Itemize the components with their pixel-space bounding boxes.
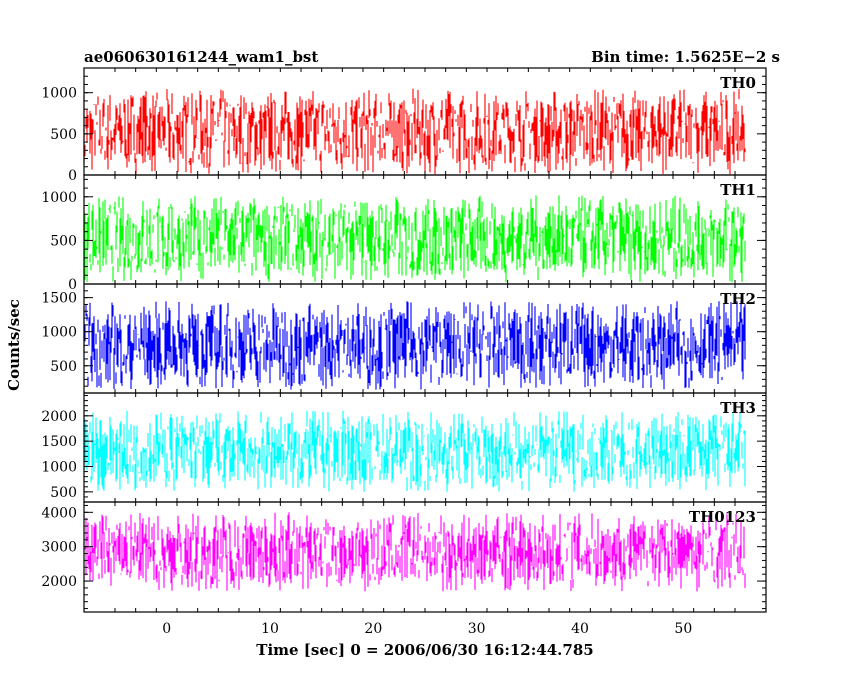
y-tick-label: 4000 <box>41 505 77 521</box>
chart-title-right: Bin time: 1.5625E−2 s <box>591 48 780 66</box>
panel-label: TH0 <box>720 74 756 92</box>
y-tick-label: 3000 <box>41 540 77 556</box>
panel-th0123: 2000 3000 4000 TH0123 <box>41 501 767 613</box>
y-tick-label: 1000 <box>41 460 77 476</box>
y-tick-label: 500 <box>50 233 77 249</box>
series-th2 <box>83 301 746 390</box>
y-tick-label: 0 <box>68 277 77 293</box>
panel-th3: 500 1000 1500 2000 TH3 <box>41 392 767 503</box>
x-tick-labels: 0 10 20 30 40 50 <box>162 621 692 637</box>
y-tick-label: 2000 <box>41 574 77 590</box>
y-tick-label: 1000 <box>41 86 77 102</box>
panel-label: TH3 <box>720 399 756 417</box>
y-tick-label: 2000 <box>41 409 77 425</box>
panel-th1: 0 500 1000 TH1 <box>41 174 767 293</box>
series-th0123 <box>83 512 746 592</box>
x-tick-label: 40 <box>571 621 589 637</box>
y-tick-label: 500 <box>50 485 77 501</box>
x-axis-label: Time [sec] 0 = 2006/06/30 16:12:44.785 <box>256 641 593 659</box>
chart-title-left: ae060630161244_wam1_bst <box>84 48 318 66</box>
x-tick-label: 30 <box>468 621 486 637</box>
series-th3 <box>83 410 746 492</box>
y-axis-label: Counts/sec <box>5 299 23 391</box>
x-tick-label: 50 <box>674 621 692 637</box>
x-tick-label: 0 <box>162 621 171 637</box>
panel-th2: 500 1000 1500 TH2 <box>41 283 767 394</box>
x-tick-label: 10 <box>261 621 279 637</box>
panel-label: TH1 <box>720 181 756 199</box>
panel-th0: 0 500 1000 TH0 <box>41 67 767 184</box>
series-th1 <box>83 195 746 283</box>
y-tick-label: 1000 <box>41 325 77 341</box>
panels-group: 0 500 1000 TH0 0 500 1000 TH1 500 1000 1500 TH2 500 1… <box>41 67 767 613</box>
y-tick-label: 1500 <box>41 291 77 307</box>
x-tick-label: 20 <box>364 621 382 637</box>
series-th0 <box>83 88 746 175</box>
y-tick-label: 0 <box>68 168 77 184</box>
y-tick-label: 1000 <box>41 190 77 206</box>
y-tick-label: 500 <box>50 359 77 375</box>
y-tick-label: 1500 <box>41 434 77 450</box>
panel-label: TH2 <box>720 290 756 308</box>
y-tick-label: 500 <box>50 127 77 143</box>
panel-label: TH0123 <box>689 508 756 526</box>
